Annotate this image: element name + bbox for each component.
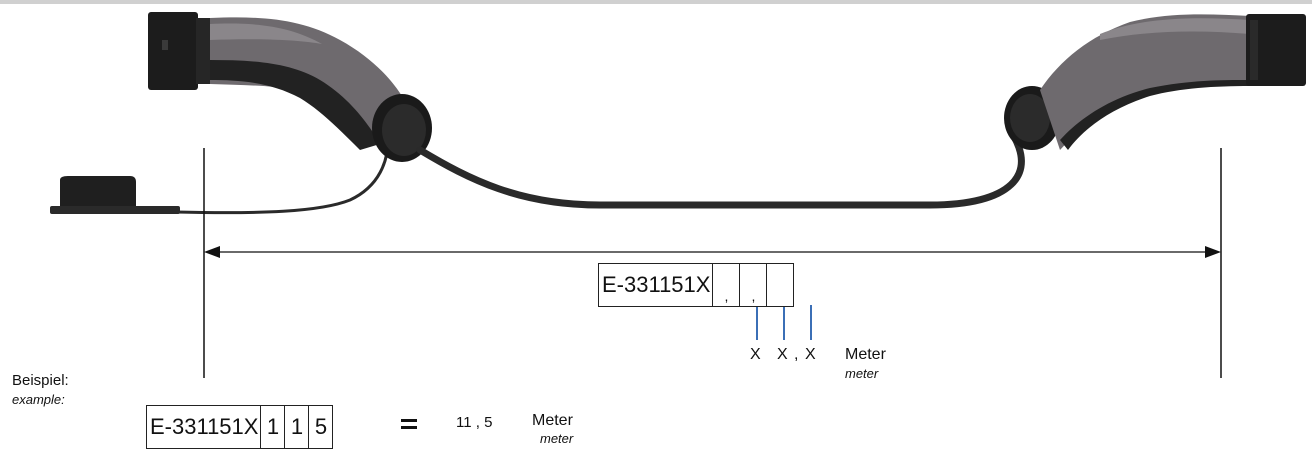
digit-indicator-lines: [756, 305, 812, 340]
digit-box-2: ,: [739, 264, 766, 306]
example-unit-de: Meter: [532, 412, 573, 429]
part-number-prefix: E-331151X: [602, 272, 711, 297]
unit-label-de: Meter: [845, 346, 886, 363]
length-dimension-arrow: [204, 246, 1221, 258]
digit-box-1: ,: [712, 264, 739, 306]
top-border: [0, 0, 1312, 4]
part-number-template: E-331151X , ,: [598, 263, 795, 307]
dust-cap: [50, 139, 390, 215]
placeholder-digit-2: X: [777, 346, 788, 363]
example-digit-box-1: 1: [260, 406, 284, 448]
placeholder-digit-3: X: [805, 346, 816, 363]
cable: [416, 126, 1025, 209]
example-part-number: E-331151X 1 1 5: [146, 405, 334, 449]
left-connector: [148, 12, 432, 162]
example-unit-en: meter: [540, 431, 574, 446]
example-label-de: Beispiel:: [12, 372, 69, 389]
placeholder-digit-1: X: [750, 346, 761, 363]
digit-box-3: [766, 264, 793, 306]
unit-label-en: meter: [845, 366, 879, 381]
placeholder-comma: ,: [794, 346, 799, 363]
example-label-en: example:: [12, 392, 65, 407]
example-digit-box-2: 1: [284, 406, 308, 448]
example-part-number-prefix: E-331151X: [150, 414, 259, 439]
right-connector: [1004, 14, 1306, 151]
example-digit-box-3: 5: [308, 406, 332, 448]
example-result: 11 , 5: [456, 414, 493, 431]
equals-sign: [401, 419, 417, 429]
